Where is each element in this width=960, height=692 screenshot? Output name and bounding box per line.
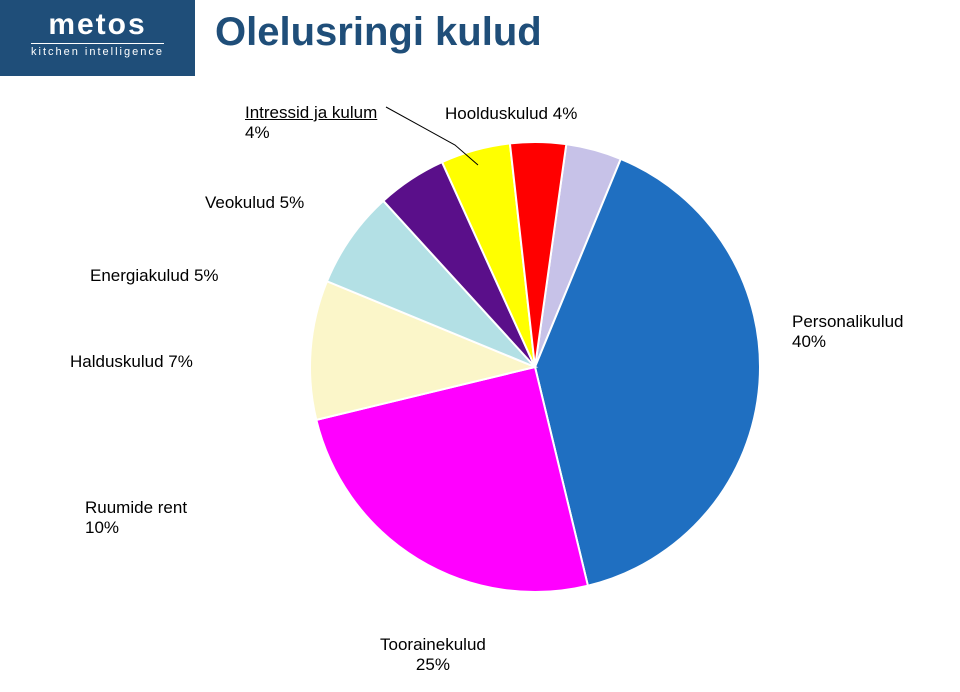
pie-chart: [310, 142, 760, 592]
slice-label-toorainekulud: Toorainekulud25%: [380, 635, 486, 676]
brand-logo-main: metos: [0, 8, 195, 42]
slice-label-intressid: Intressid ja kulum4%: [245, 103, 377, 144]
page-title: Olelusringi kulud: [215, 10, 542, 55]
slice-label-veokulud: Veokulud 5%: [205, 193, 304, 213]
brand-logo-sub: kitchen intelligence: [31, 43, 164, 58]
slice-label-energiakulud: Energiakulud 5%: [90, 266, 219, 286]
slice-label-hoolduskulud: Hoolduskulud 4%: [445, 104, 577, 124]
slice-label-halduskulud: Halduskulud 7%: [70, 352, 193, 372]
slice-label-personalikulud: Personalikulud40%: [792, 312, 904, 353]
pie-chart-svg: [310, 142, 760, 592]
slice-label-ruumide_rent: Ruumide rent10%: [85, 498, 187, 539]
brand-logo: metos kitchen intelligence: [0, 0, 195, 76]
